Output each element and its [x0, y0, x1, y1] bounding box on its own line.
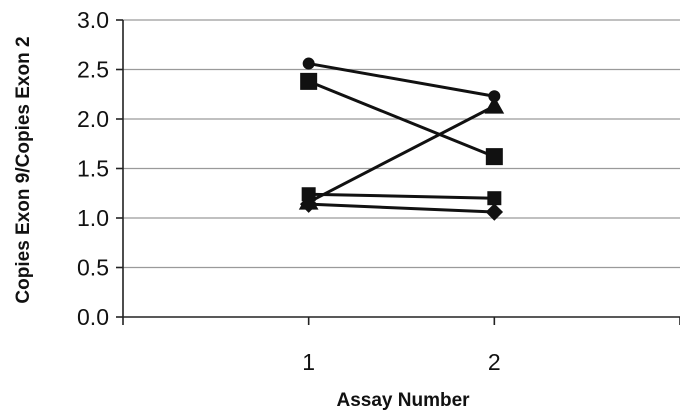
data-point	[485, 148, 503, 166]
series	[298, 57, 505, 221]
series-line	[308, 202, 495, 214]
data-point	[484, 96, 505, 114]
y-tick-label: 0.0	[77, 304, 109, 330]
x-tick-label: 1	[302, 349, 315, 375]
series-2	[300, 72, 503, 166]
series-3	[298, 96, 505, 210]
series-5	[299, 195, 504, 221]
y-tick-labels: 0.0 0.5 1.0 1.5 2.0 2.5 3.0	[77, 7, 109, 330]
data-point	[300, 72, 318, 90]
data-point	[485, 203, 504, 221]
y-tick-label: 2.5	[77, 57, 109, 83]
series-line	[307, 104, 496, 204]
data-point	[487, 191, 502, 206]
y-tick-label: 3.0	[77, 7, 109, 33]
x-tick-label: 2	[488, 349, 501, 375]
series-line	[308, 192, 495, 200]
axes	[116, 19, 680, 325]
series-line	[308, 79, 495, 159]
x-axis-label: Assay Number	[336, 390, 470, 411]
data-point	[302, 57, 315, 70]
series-1	[302, 57, 501, 103]
data-point	[299, 195, 318, 213]
y-tick-label: 2.0	[77, 106, 109, 132]
y-tick-label: 1.5	[77, 156, 109, 182]
series-line	[308, 62, 495, 98]
y-tick-label: 1.0	[77, 205, 109, 231]
y-axis-label: Copies Exon 9/Copies Exon 2	[13, 36, 34, 303]
grid-lines	[123, 19, 680, 269]
y-tick-label: 0.5	[77, 255, 109, 281]
